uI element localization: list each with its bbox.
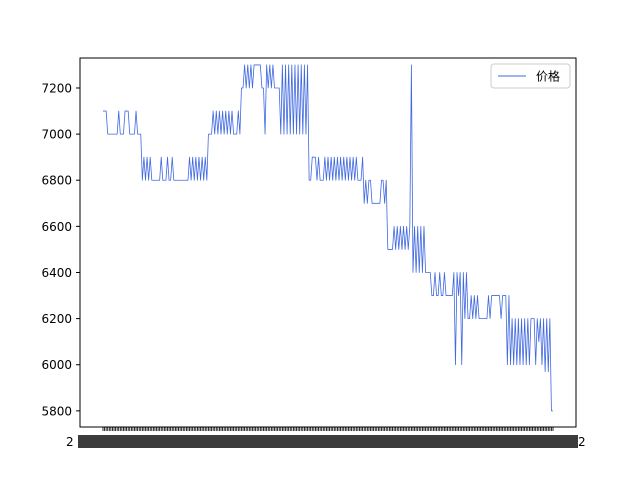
y-tick-label: 6200: [41, 312, 72, 326]
plot-frame: [79, 57, 577, 428]
x-tick-label-last: 2: [578, 435, 586, 449]
series-layer: [103, 64, 553, 412]
y-tick-label: 6000: [41, 358, 72, 372]
x-tick-label-first: 2: [66, 435, 74, 449]
y-axis: 5800 6000 6200 6400 6600 6800 7000 7200: [41, 81, 80, 418]
y-tick-label: 5800: [41, 404, 72, 418]
legend: 价格: [490, 63, 571, 89]
y-tick-label: 6800: [41, 174, 72, 188]
y-tick-label: 6400: [41, 266, 72, 280]
x-tick-label-overlap: [78, 435, 578, 448]
legend-box: [490, 63, 571, 89]
legend-label-price: 价格: [536, 69, 560, 84]
y-tick-label: 7200: [41, 81, 72, 95]
y-tick-label: 6600: [41, 220, 72, 234]
y-tick-label: 7000: [41, 128, 72, 142]
series-line-price: [103, 64, 553, 412]
